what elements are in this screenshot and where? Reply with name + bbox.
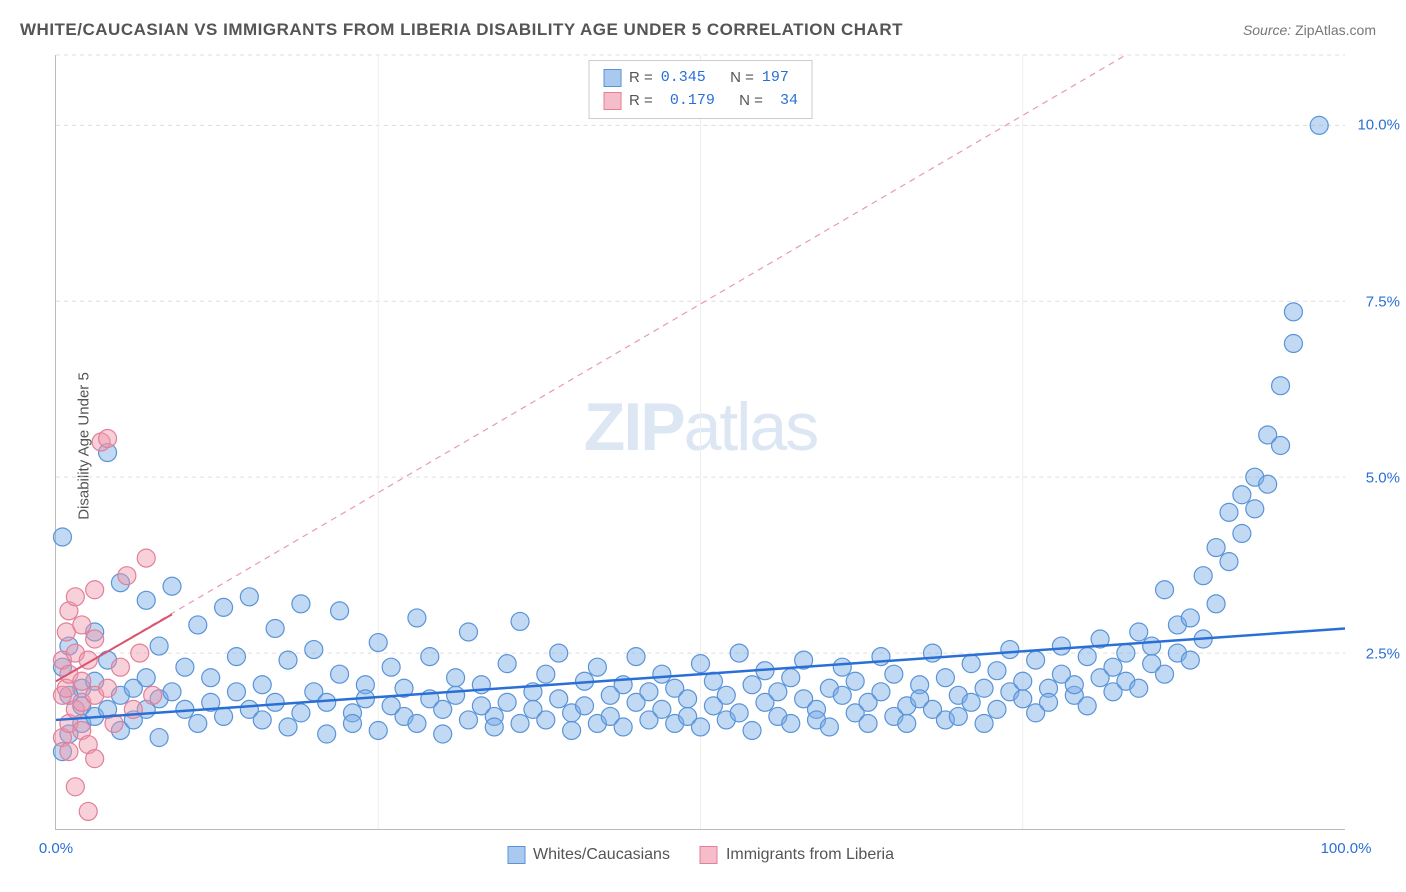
y-tick-label: 7.5% bbox=[1366, 293, 1400, 310]
bottom-legend: Whites/Caucasians Immigrants from Liberi… bbox=[507, 846, 894, 864]
r-label: R = bbox=[629, 90, 653, 113]
legend-swatch-0 bbox=[507, 846, 525, 864]
stats-row-1: R = 0.179 N = 34 bbox=[603, 90, 798, 113]
r-value-1: 0.179 bbox=[661, 90, 715, 113]
legend-item-1: Immigrants from Liberia bbox=[700, 846, 894, 864]
n-label: N = bbox=[739, 90, 763, 113]
legend-label-1: Immigrants from Liberia bbox=[726, 846, 894, 864]
chart-title: WHITE/CAUCASIAN VS IMMIGRANTS FROM LIBER… bbox=[20, 20, 903, 40]
n-value-0: 197 bbox=[762, 67, 789, 90]
n-value-1: 34 bbox=[771, 90, 798, 113]
chart-svg bbox=[56, 55, 1345, 829]
source-label: Source: bbox=[1243, 22, 1291, 38]
y-tick-label: 5.0% bbox=[1366, 469, 1400, 486]
stats-row-0: R = 0.345 N = 197 bbox=[603, 67, 798, 90]
n-label: N = bbox=[730, 67, 754, 90]
legend-item-0: Whites/Caucasians bbox=[507, 846, 670, 864]
y-tick-label: 2.5% bbox=[1366, 645, 1400, 662]
y-tick-label: 10.0% bbox=[1357, 117, 1400, 134]
swatch-series-1 bbox=[603, 92, 621, 110]
stats-legend-box: R = 0.345 N = 197 R = 0.179 N = 34 bbox=[588, 60, 813, 119]
r-value-0: 0.345 bbox=[661, 67, 706, 90]
swatch-series-0 bbox=[603, 69, 621, 87]
r-label: R = bbox=[629, 67, 653, 90]
plot-area: ZIPatlas 2.5%5.0%7.5%10.0% 0.0%100.0% R … bbox=[55, 55, 1345, 830]
x-tick-label: 100.0% bbox=[1321, 840, 1372, 857]
legend-swatch-1 bbox=[700, 846, 718, 864]
source-attribution: Source: ZipAtlas.com bbox=[1243, 22, 1376, 38]
source-value: ZipAtlas.com bbox=[1295, 22, 1376, 38]
x-tick-label: 0.0% bbox=[39, 840, 73, 857]
legend-label-0: Whites/Caucasians bbox=[533, 846, 670, 864]
